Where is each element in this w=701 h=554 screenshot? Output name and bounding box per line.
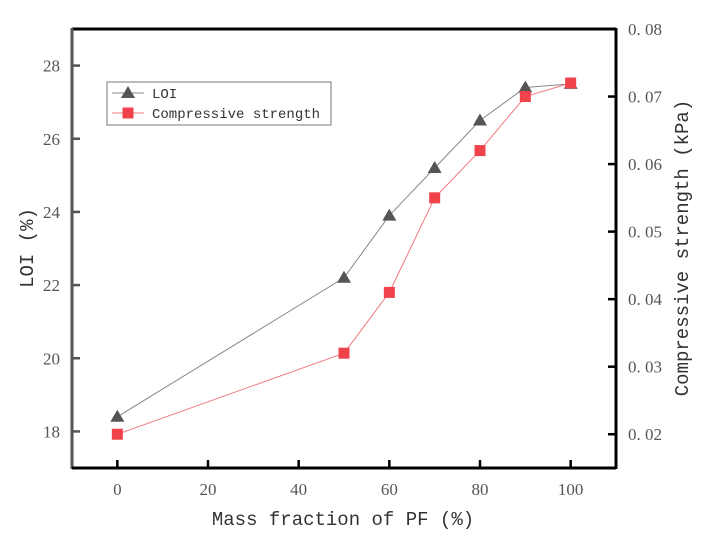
legend: LOI Compressive strength: [106, 81, 332, 126]
data-point: [474, 145, 486, 157]
data-point: [383, 286, 395, 298]
legend-marker: [122, 107, 134, 119]
data-point: [519, 91, 531, 103]
legend-label: LOI: [152, 87, 177, 103]
data-point: [111, 428, 123, 440]
data-point: [382, 208, 397, 221]
x-tick-label: 40: [290, 480, 307, 499]
data-point: [473, 113, 487, 126]
y-right-tick-label: 0. 03: [628, 358, 662, 377]
x-tick-label: 60: [381, 480, 398, 499]
y-left-tick-label: 22: [43, 276, 60, 295]
x-tick-label: 80: [472, 480, 489, 499]
data-point: [427, 161, 442, 174]
x-tick-label: 20: [200, 480, 217, 499]
data-point: [110, 409, 125, 422]
y-right-tick-label: 0. 02: [628, 425, 662, 444]
y-left-tick-label: 28: [43, 57, 60, 76]
data-point: [429, 192, 441, 204]
y-axis-label-right: Compressive strength (kPa): [672, 100, 694, 396]
x-tick-label: 0: [113, 480, 122, 499]
y-right-tick-label: 0. 06: [628, 155, 662, 174]
legend-marker: [121, 86, 135, 98]
data-point: [337, 270, 351, 283]
data-point: [518, 80, 533, 93]
x-tick-label: 100: [558, 480, 584, 499]
y-right-tick-label: 0. 07: [628, 88, 663, 107]
y-right-tick-label: 0. 08: [628, 20, 662, 39]
y-right-tick-label: 0. 05: [628, 223, 662, 242]
y-left-tick-label: 24: [43, 203, 61, 222]
legend-label: Compressive strength: [152, 107, 320, 123]
y-left-tick-label: 20: [43, 349, 60, 368]
series-line-compressive-strength: [117, 82, 571, 435]
data-point: [338, 347, 350, 359]
x-axis-label: Mass fraction of PF (%): [212, 509, 474, 531]
data-point: [565, 77, 577, 89]
y-right-tick-label: 0. 04: [628, 290, 663, 309]
y-axis-label-left: LOI (%): [17, 208, 39, 288]
y-left-tick-label: 18: [43, 422, 60, 441]
series-line-loi: [117, 83, 571, 418]
y-left-tick-label: 26: [43, 130, 60, 149]
legend-box: [106, 81, 332, 126]
